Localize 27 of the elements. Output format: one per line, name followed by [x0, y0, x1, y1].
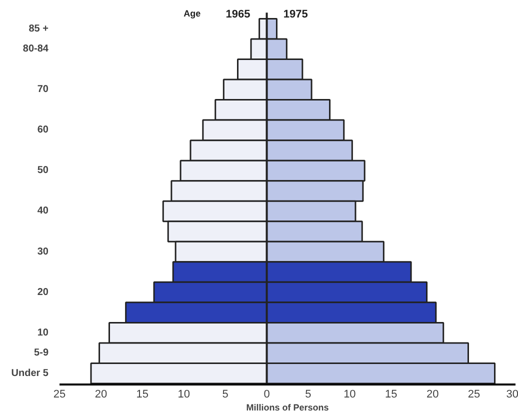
x-tick-label: 10: [344, 388, 356, 400]
y-tick-label: 50: [37, 165, 49, 176]
x-tick-label: 25: [468, 388, 480, 400]
x-tick-label: 10: [178, 388, 190, 400]
x-tick-label: 0: [264, 388, 270, 400]
x-tick-label: 30: [506, 388, 518, 400]
y-tick-label: 20: [37, 286, 49, 298]
x-axis-title: Millions of Persons: [246, 402, 329, 412]
y-tick-label: 60: [37, 124, 49, 136]
x-tick-label: 25: [53, 388, 66, 400]
y-tick-label: 30: [37, 246, 49, 258]
x-tick-label: 20: [426, 388, 439, 400]
series-label: 1965: [226, 8, 250, 21]
y-tick-label: 10: [37, 327, 49, 338]
y-tick-label: 5-9: [34, 348, 49, 359]
y-tick-label: Under 5: [11, 368, 49, 379]
y-axis-title: Age: [184, 8, 201, 19]
x-tick-label: 5: [222, 388, 228, 400]
x-tick-label: 15: [136, 388, 149, 400]
x-tick-label: 15: [385, 388, 398, 400]
series-label: 1975: [283, 8, 308, 21]
y-tick-label: 85 +: [28, 23, 49, 34]
y-tick-label: 80-84: [22, 44, 49, 55]
x-tick-label: 20: [94, 388, 108, 400]
x-tick-label: 5: [305, 388, 312, 400]
y-tick-label: 40: [37, 206, 49, 217]
y-tick-label: 70: [37, 84, 49, 96]
